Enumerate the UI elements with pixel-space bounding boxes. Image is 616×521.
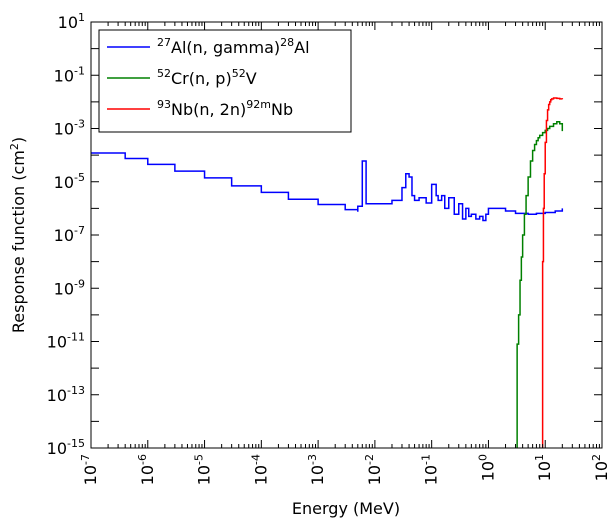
series-layer	[91, 97, 564, 448]
x-tick-label-base-9: 10	[592, 461, 611, 481]
x-tick-label-4: 10-3	[306, 454, 327, 485]
legend-label-sup2-1: 52	[232, 67, 246, 80]
y-tick-label-base-2: 10	[47, 333, 67, 352]
y-axis-label-sup: 2	[8, 143, 21, 150]
y-tick-label-2: 10-11	[47, 331, 85, 352]
y-axis-label-main: Response function (cm	[9, 150, 28, 333]
x-tick-label-exp-9: 2	[590, 454, 603, 461]
x-tick-label-6: 10-1	[420, 454, 441, 485]
series-line-2	[541, 97, 564, 448]
y-axis-label-end: )	[9, 137, 28, 143]
y-tick-label-base-6: 10	[54, 120, 74, 139]
x-tick-label-2: 10-5	[193, 454, 214, 485]
x-tick-label-0: 10-7	[79, 454, 100, 485]
y-tick-label-base-7: 10	[54, 66, 74, 85]
y-tick-label-exp-6: -3	[74, 118, 85, 131]
legend-label-sup2-0: 28	[280, 36, 294, 49]
legend-label-mid-1: Cr(n, p)	[171, 69, 232, 88]
y-tick-label-base-4: 10	[54, 226, 74, 245]
x-tick-label-1: 10-6	[136, 454, 157, 485]
legend-label-sup1-0: 27	[157, 36, 171, 49]
y-tick-label-7: 10-1	[54, 64, 85, 85]
legend-label-mid-2: Nb(n, 2n)	[171, 100, 246, 119]
y-tick-label-base-3: 10	[54, 279, 74, 298]
y-tick-label-1: 10-13	[47, 384, 85, 405]
legend-label-sup1-1: 52	[157, 67, 171, 80]
y-tick-label-base-8: 10	[58, 13, 78, 32]
legend-label-sup1-2: 93	[157, 98, 171, 111]
x-tick-label-exp-4: -3	[306, 454, 319, 465]
legend-label-end-2: Nb	[271, 100, 293, 119]
y-tick-label-exp-8: 1	[78, 11, 85, 24]
legend-label-end-0: Al	[294, 38, 309, 57]
y-tick-label-exp-7: -1	[74, 64, 85, 77]
y-tick-label-exp-4: -7	[74, 224, 85, 237]
x-tick-label-exp-7: 0	[476, 454, 489, 461]
y-tick-label-0: 10-15	[47, 437, 85, 458]
legend-label-2: 93Nb(n, 2n)92mNb	[157, 98, 293, 119]
y-tick-label-base-0: 10	[47, 439, 67, 458]
x-axis-label: Energy (MeV)	[292, 499, 400, 518]
x-tick-label-3: 10-4	[249, 454, 270, 485]
x-tick-label-exp-5: -2	[363, 454, 376, 465]
tick-layer: 10-710-610-510-410-310-210-110010110210-…	[47, 11, 611, 485]
series-line-1	[516, 120, 564, 448]
x-tick-label-base-1: 10	[138, 465, 157, 485]
legend-label-sup2-2: 92m	[246, 98, 271, 111]
x-tick-label-base-3: 10	[251, 465, 270, 485]
x-tick-label-exp-2: -5	[193, 454, 206, 465]
legend-label-end-1: V	[246, 69, 257, 88]
y-tick-label-exp-3: -9	[74, 277, 85, 290]
x-tick-label-exp-8: 1	[533, 454, 546, 461]
y-tick-label-exp-1: -13	[67, 384, 85, 397]
x-tick-label-base-0: 10	[81, 465, 100, 485]
legend-label-0: 27Al(n, gamma)28Al	[157, 36, 310, 57]
x-tick-label-exp-3: -4	[249, 454, 262, 465]
y-tick-label-exp-5: -5	[74, 171, 85, 184]
y-tick-label-6: 10-3	[54, 118, 85, 139]
y-tick-label-exp-2: -11	[67, 331, 85, 344]
x-tick-label-9: 102	[590, 454, 611, 481]
x-tick-label-8: 101	[533, 454, 554, 481]
x-tick-label-7: 100	[476, 454, 497, 481]
x-tick-label-exp-1: -6	[136, 454, 149, 465]
x-tick-label-base-2: 10	[195, 465, 214, 485]
x-tick-label-base-4: 10	[308, 465, 327, 485]
series-line-0	[91, 152, 564, 222]
y-axis-label: Response function (cm2)	[8, 137, 28, 333]
x-tick-label-base-8: 10	[535, 461, 554, 481]
x-tick-label-5: 10-2	[363, 454, 384, 485]
x-tick-label-exp-0: -7	[79, 454, 92, 465]
x-tick-label-exp-6: -1	[420, 454, 433, 465]
x-tick-label-base-6: 10	[422, 465, 441, 485]
y-tick-label-8: 101	[58, 11, 85, 32]
y-tick-label-base-1: 10	[47, 386, 67, 405]
y-tick-label-5: 10-5	[54, 171, 85, 192]
y-tick-label-exp-0: -15	[67, 437, 85, 450]
legend-label-mid-0: Al(n, gamma)	[171, 38, 280, 57]
legend-label-1: 52Cr(n, p)52V	[157, 67, 257, 88]
y-tick-label-base-5: 10	[54, 173, 74, 192]
y-tick-label-4: 10-7	[54, 224, 85, 245]
x-tick-label-base-5: 10	[365, 465, 384, 485]
y-tick-label-3: 10-9	[54, 277, 85, 298]
x-tick-label-base-7: 10	[478, 461, 497, 481]
